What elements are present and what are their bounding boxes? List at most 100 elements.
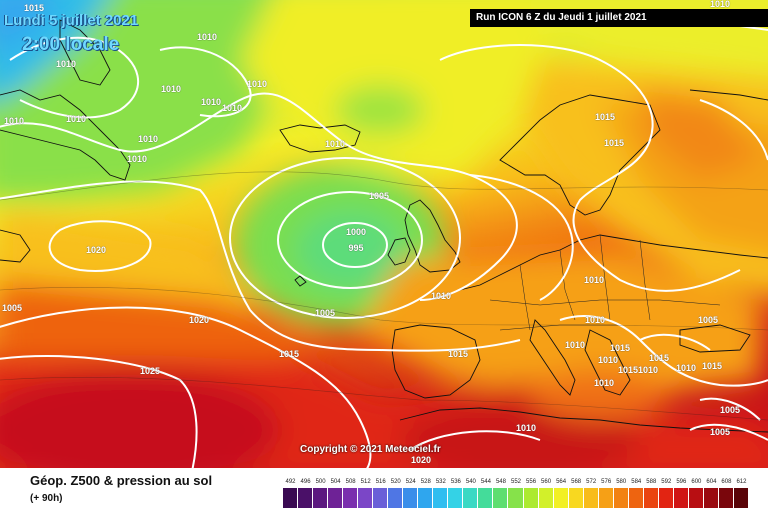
scale-swatch [658,488,673,508]
legend-bar: Géop. Z500 & pression au sol (+ 90h) 492… [0,468,768,512]
scale-swatch [538,488,553,508]
isobar-label: 1010 [246,79,268,89]
scale-tick-label: 608 [721,479,732,485]
isobar-label: 1010 [3,116,25,126]
forecast-date: Lundi 5 juillet 2021 [4,12,139,29]
isobar-label: 1000 [345,227,367,237]
scale-tick-label: 556 [526,479,537,485]
scale-tick-label: 504 [330,479,341,485]
scale-tick-label: 516 [375,479,386,485]
isobar-label: 1010 [65,114,87,124]
scale-swatch [598,488,613,508]
color-scale: 492 496 500 504 508 512 516 520 524 528 532 536 540 5… [283,479,749,509]
scale-tick-label: 492 [285,479,296,485]
scale-swatch [358,488,373,508]
scale-swatch [628,488,643,508]
scale-tick-label: 600 [691,479,702,485]
isobar-label: 1010 [564,340,586,350]
scale-tick-label: 540 [465,479,476,485]
isobar-label: 1010 [137,134,159,144]
isobar-label: 1010 [160,84,182,94]
scale-tick-label: 580 [616,479,627,485]
coastlines [0,19,768,433]
scale-swatch [553,488,568,508]
scale-swatch [388,488,403,508]
isobar-label: 1015 [617,365,639,375]
borders [489,234,721,331]
scale-tick-label: 548 [495,479,506,485]
forecast-time: 2:00 locale [22,34,120,55]
scale-swatch [373,488,388,508]
isobar-label: 1015 [701,361,723,371]
isobar-label: 1015 [603,138,625,148]
scale-tick-label: 572 [586,479,597,485]
isobar-label: 1015 [594,112,616,122]
scale-swatch [313,488,328,508]
isobar-label: 1010 [200,97,222,107]
scale-swatch [343,488,358,508]
scale-swatch [448,488,463,508]
scale-swatch [688,488,703,508]
isobar-label: 1015 [447,349,469,359]
scale-tick-label: 528 [420,479,431,485]
scale-tick-label: 568 [571,479,582,485]
scale-tick-label: 544 [480,479,491,485]
scale-swatch [478,488,493,508]
scale-swatch [283,488,298,508]
isobar-label: 1005 [719,405,741,415]
isobars [0,14,768,468]
scale-swatch [703,488,718,508]
isobar-label: 1010 [430,291,452,301]
isobar-label: 1010 [324,139,346,149]
scale-tick-label: 552 [510,479,522,485]
isobar-label: 1010 [637,365,659,375]
map-canvas [0,0,768,468]
isobar-label: 1010 [584,315,606,325]
copyright-text: Copyright © 2021 Meteociel.fr [300,444,441,455]
isobar-label: 1010 [583,275,605,285]
scale-tick-label: 612 [736,479,747,485]
scale-tick-label: 584 [631,479,642,485]
scale-swatch [583,488,598,508]
scale-tick-label: 592 [661,479,672,485]
scale-tick-label: 596 [676,479,687,485]
isobar-label: 1020 [85,245,107,255]
geopotential-field [0,0,768,468]
isobar-label: 1005 [368,191,390,201]
isobar-label: 1005 [709,427,731,437]
scale-tick-label: 500 [315,479,326,485]
isobar-label: 1015 [609,343,631,353]
scale-swatch [733,488,748,508]
scale-swatch [523,488,538,508]
scale-swatch [643,488,658,508]
scale-swatch [718,488,733,508]
scale-tick-label: 520 [390,479,401,485]
scale-swatch [673,488,688,508]
scale-tick-label: 496 [300,479,311,485]
scale-tick-label: 564 [556,479,567,485]
scale-tick-label: 560 [541,479,552,485]
isobar-label: 1005 [697,315,719,325]
scale-swatch [328,488,343,508]
z500-contours [0,171,768,421]
isobar-label: 1015 [23,3,45,13]
isobar-label: 1005 [314,308,336,318]
scale-tick-label: 604 [706,479,717,485]
isobar-label: 1025 [139,366,161,376]
isobar-label: 1015 [278,349,300,359]
isobar-label: 1005 [1,303,23,313]
scale-swatch [508,488,523,508]
scale-tick-label: 536 [450,479,461,485]
scale-swatch [403,488,418,508]
scale-swatch [493,488,508,508]
scale-swatch [418,488,433,508]
scale-tick-label: 532 [435,479,446,485]
isobar-label: 1010 [55,59,77,69]
isobar-label: 1020 [188,315,210,325]
legend-title: Géop. Z500 & pression au sol [30,473,213,488]
scale-swatch [568,488,583,508]
scale-swatch [613,488,628,508]
isobar-label: 1010 [593,378,615,388]
isobar-label: 1010 [515,423,537,433]
isobar-label: 995 [348,243,364,253]
